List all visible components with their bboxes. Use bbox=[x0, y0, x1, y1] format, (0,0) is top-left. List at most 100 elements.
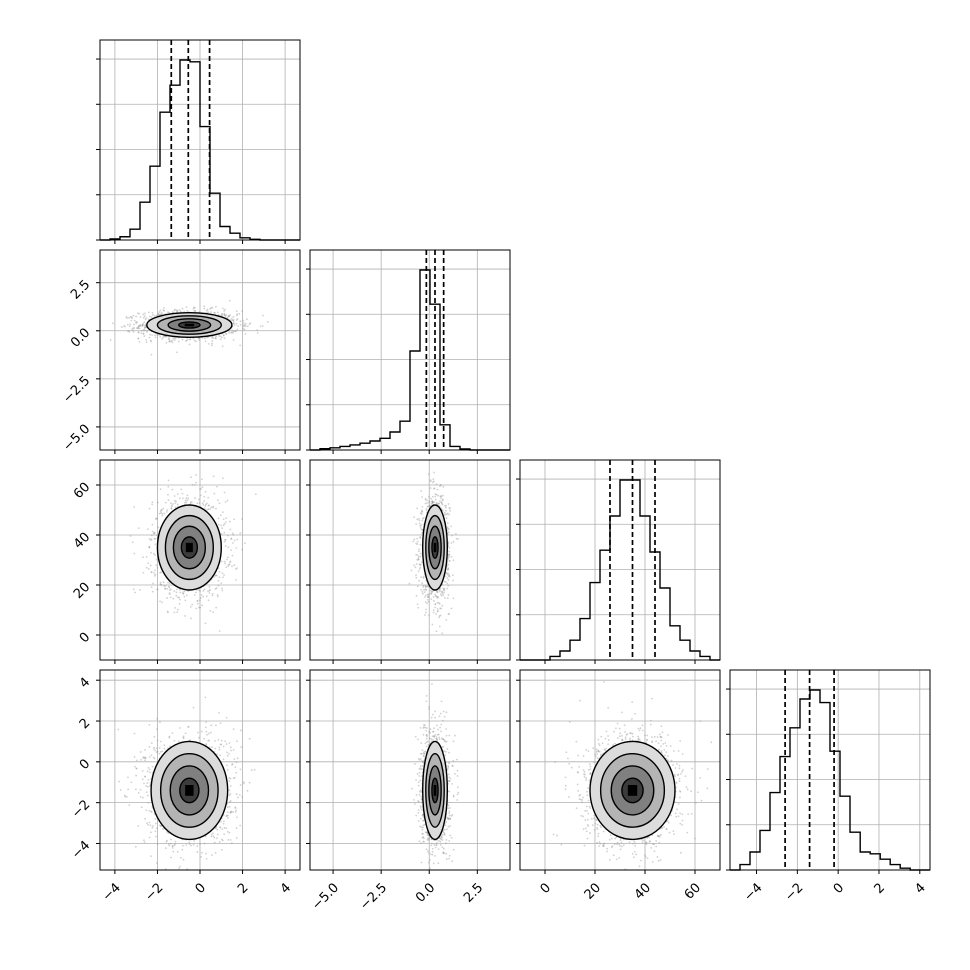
contour-line bbox=[425, 752, 445, 828]
sample-point bbox=[174, 502, 177, 505]
sample-point bbox=[598, 750, 601, 753]
sample-point bbox=[182, 858, 185, 861]
sample-point bbox=[230, 549, 233, 552]
sample-point bbox=[148, 546, 151, 548]
sample-point bbox=[446, 522, 449, 525]
sample-point bbox=[227, 839, 230, 841]
density-panel-4-3 bbox=[519, 669, 721, 871]
sample-point bbox=[151, 590, 154, 593]
sample-point bbox=[430, 716, 433, 719]
sample-point bbox=[210, 506, 213, 509]
sample-point bbox=[452, 559, 455, 562]
sample-point bbox=[564, 776, 567, 779]
sample-point bbox=[181, 848, 184, 851]
sample-point bbox=[619, 732, 622, 735]
sample-point bbox=[239, 768, 242, 771]
sample-point bbox=[681, 819, 684, 822]
sample-point bbox=[448, 575, 451, 578]
sample-point bbox=[150, 353, 153, 356]
sample-point bbox=[189, 338, 192, 341]
density-panel-3-1 bbox=[99, 459, 301, 661]
sample-point bbox=[249, 322, 252, 325]
sample-point bbox=[232, 318, 235, 321]
sample-point bbox=[418, 771, 421, 774]
sample-point bbox=[443, 740, 446, 742]
sample-point bbox=[582, 755, 585, 757]
x-tick-label: 2.5 bbox=[461, 880, 486, 905]
sample-point bbox=[446, 816, 449, 819]
sample-point bbox=[234, 806, 237, 809]
sample-point bbox=[161, 828, 164, 830]
sample-point bbox=[230, 331, 233, 334]
sample-point bbox=[438, 839, 440, 842]
sample-point bbox=[203, 307, 206, 310]
sample-point bbox=[153, 314, 156, 317]
sample-point bbox=[664, 742, 667, 744]
y-tick-label: −4 bbox=[69, 838, 93, 862]
sample-point bbox=[421, 749, 424, 752]
sample-point bbox=[159, 313, 161, 316]
sample-point bbox=[444, 824, 447, 827]
sample-point bbox=[138, 340, 141, 343]
sample-point bbox=[159, 583, 162, 585]
sample-point bbox=[228, 315, 231, 318]
sample-point bbox=[177, 340, 180, 343]
sample-point bbox=[153, 736, 156, 738]
sample-point bbox=[239, 344, 242, 347]
sample-point bbox=[128, 804, 131, 807]
sample-point bbox=[134, 845, 137, 848]
sample-point bbox=[584, 819, 587, 821]
sample-point bbox=[214, 337, 217, 340]
sample-point bbox=[679, 790, 682, 793]
sample-point bbox=[679, 796, 681, 799]
sample-point bbox=[170, 507, 173, 510]
sample-point bbox=[219, 754, 221, 757]
sample-point bbox=[149, 785, 151, 787]
sample-point bbox=[165, 511, 168, 513]
sample-point bbox=[169, 745, 171, 748]
sample-point bbox=[134, 788, 137, 791]
sample-point bbox=[139, 323, 142, 326]
sample-point bbox=[218, 630, 221, 632]
sample-point bbox=[192, 843, 195, 846]
sample-point bbox=[437, 728, 439, 731]
sample-point bbox=[134, 321, 137, 324]
sample-point bbox=[242, 782, 245, 785]
sample-point bbox=[173, 611, 176, 614]
sample-point bbox=[441, 833, 444, 836]
sample-point bbox=[209, 507, 212, 510]
sample-point bbox=[222, 511, 224, 514]
sample-point bbox=[137, 337, 140, 340]
sample-point bbox=[446, 582, 449, 585]
sample-point bbox=[220, 743, 223, 746]
sample-point bbox=[443, 738, 445, 741]
sample-point bbox=[447, 568, 450, 571]
sample-point bbox=[220, 524, 222, 527]
sample-point bbox=[129, 535, 132, 537]
contour-line bbox=[156, 504, 222, 591]
sample-point bbox=[410, 569, 413, 572]
sample-point bbox=[225, 333, 228, 335]
sample-point bbox=[183, 590, 186, 593]
sample-point bbox=[641, 729, 644, 732]
sample-point bbox=[581, 799, 584, 801]
sample-point bbox=[187, 726, 189, 729]
sample-point bbox=[176, 588, 178, 591]
sample-point bbox=[232, 338, 235, 341]
sample-point bbox=[424, 588, 427, 591]
sample-point bbox=[437, 848, 440, 851]
sample-point bbox=[608, 858, 611, 861]
sample-point bbox=[226, 814, 229, 817]
sample-point bbox=[602, 845, 605, 848]
sample-point bbox=[177, 596, 179, 599]
sample-point bbox=[423, 752, 425, 755]
sample-point bbox=[415, 576, 418, 579]
sample-point bbox=[144, 326, 147, 329]
sample-point bbox=[159, 581, 162, 584]
sample-point bbox=[168, 582, 171, 585]
sample-point bbox=[143, 839, 145, 842]
sample-point bbox=[182, 735, 185, 738]
sample-point bbox=[445, 513, 448, 516]
sample-point bbox=[169, 596, 172, 599]
sample-point bbox=[425, 741, 428, 744]
